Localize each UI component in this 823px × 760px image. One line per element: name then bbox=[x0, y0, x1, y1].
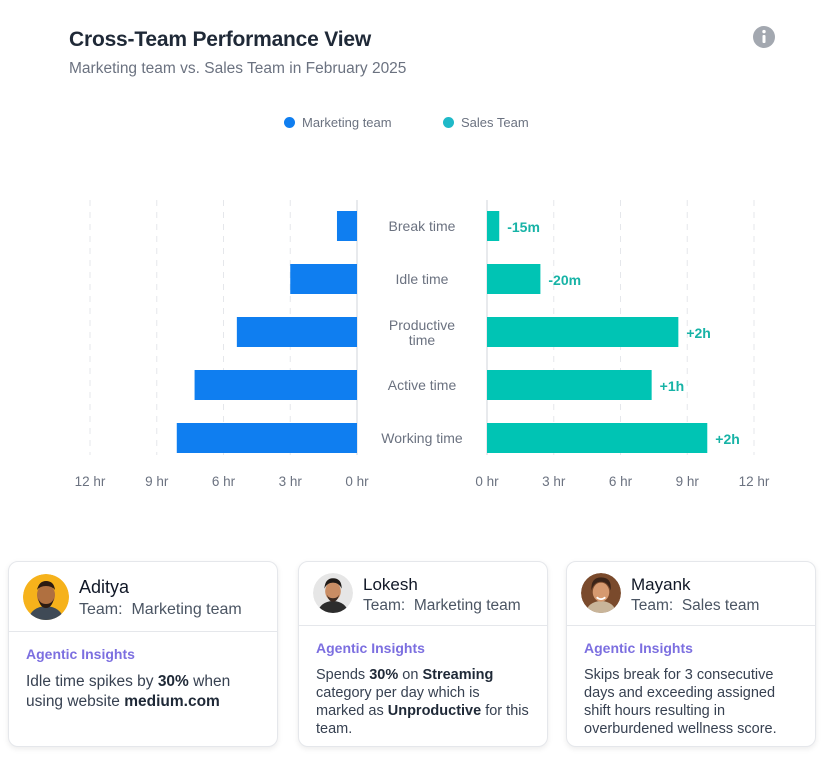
x-tick-label: 9 hr bbox=[676, 474, 700, 489]
card-body: Agentic Insights Spends 30% on Streaming… bbox=[299, 626, 547, 746]
category-label: Break time bbox=[389, 218, 456, 234]
bar-marketing bbox=[194, 370, 357, 400]
bar-marketing bbox=[290, 264, 357, 294]
card-team-label: Team: bbox=[363, 597, 406, 614]
insight-card-mayank[interactable]: Mayank Team: Sales team Agentic Insights… bbox=[566, 561, 816, 747]
x-tick-label: 12 hr bbox=[739, 474, 770, 489]
legend-dot-marketing bbox=[284, 117, 295, 128]
legend-label-sales: Sales Team bbox=[461, 115, 529, 130]
card-team-value: Marketing team bbox=[131, 601, 242, 618]
category-label: time bbox=[409, 332, 436, 348]
x-tick-label: 12 hr bbox=[75, 474, 106, 489]
card-body: Agentic Insights Idle time spikes by 30%… bbox=[9, 632, 277, 726]
insight-text: Skips break for 3 consecutive days and e… bbox=[584, 667, 777, 737]
x-tick-label: 9 hr bbox=[145, 474, 169, 489]
bar-sales bbox=[487, 317, 679, 347]
bar-sales bbox=[487, 370, 652, 400]
card-team: Team: Marketing team bbox=[363, 597, 521, 615]
card-team: Team: Marketing team bbox=[79, 601, 242, 619]
insight-title: Agentic Insights bbox=[584, 640, 693, 656]
x-tick-label: 6 hr bbox=[212, 474, 236, 489]
insight-text: Idle time spikes by 30% when using websi… bbox=[26, 673, 231, 710]
avatar bbox=[23, 574, 69, 620]
legend-dot-sales bbox=[443, 117, 454, 128]
card-team-label: Team: bbox=[79, 601, 123, 618]
page-subtitle: Marketing team vs. Sales Team in Februar… bbox=[69, 60, 407, 77]
page-title: Cross-Team Performance View bbox=[69, 28, 371, 51]
insight-card-lokesh[interactable]: Lokesh Team: Marketing team Agentic Insi… bbox=[298, 561, 548, 747]
bar-sales bbox=[487, 264, 541, 294]
category-label: Active time bbox=[388, 377, 457, 393]
card-team-label: Team: bbox=[631, 597, 674, 614]
diff-label: +1h bbox=[660, 378, 685, 394]
category-label: Productive bbox=[389, 317, 455, 333]
card-team-value: Sales team bbox=[681, 597, 760, 614]
card-header: Aditya Team: Marketing team bbox=[9, 562, 277, 632]
chart-header: Cross-Team Performance View Marketing te… bbox=[69, 28, 406, 78]
insight-title: Agentic Insights bbox=[316, 640, 425, 656]
card-name: Lokesh bbox=[363, 575, 418, 594]
x-tick-label: 0 hr bbox=[475, 474, 499, 489]
x-tick-label: 0 hr bbox=[345, 474, 369, 489]
legend-label-marketing: Marketing team bbox=[302, 115, 392, 130]
bar-marketing bbox=[176, 423, 357, 453]
x-tick-label: 3 hr bbox=[279, 474, 303, 489]
card-header: Mayank Team: Sales team bbox=[567, 562, 815, 626]
diverging-bar-chart: 12 hr 9 hr 6 hr 3 hr 0 hr 0 hr 3 hr 6 hr 9 hr 12 … bbox=[75, 200, 770, 489]
x-tick-label: 6 hr bbox=[609, 474, 633, 489]
avatar bbox=[313, 573, 353, 613]
info-icon[interactable] bbox=[752, 25, 776, 49]
category-label: Working time bbox=[381, 430, 463, 446]
legend-item-marketing: Marketing team bbox=[284, 115, 392, 130]
bar-sales bbox=[487, 211, 500, 241]
card-team-value: Marketing team bbox=[413, 597, 521, 614]
diff-label: +2h bbox=[715, 431, 740, 447]
bar-marketing bbox=[236, 317, 357, 347]
card-name: Aditya bbox=[79, 577, 130, 597]
insight-title: Agentic Insights bbox=[26, 646, 135, 662]
legend-item-sales: Sales Team bbox=[443, 115, 529, 130]
avatar bbox=[581, 573, 621, 613]
category-label: Idle time bbox=[396, 271, 449, 287]
diff-label: -15m bbox=[507, 219, 540, 235]
x-tick-label: 3 hr bbox=[542, 474, 566, 489]
insight-text: Spends 30% on Streaming category per day… bbox=[316, 667, 529, 737]
card-name: Mayank bbox=[631, 575, 691, 594]
card-team: Team: Sales team bbox=[631, 597, 759, 615]
diff-label: +2h bbox=[686, 325, 711, 341]
bar-marketing bbox=[336, 211, 357, 241]
insight-card-aditya[interactable]: Aditya Team: Marketing team Agentic Insi… bbox=[8, 561, 278, 747]
diff-label: -20m bbox=[548, 272, 581, 288]
card-header: Lokesh Team: Marketing team bbox=[299, 562, 547, 626]
card-body: Agentic Insights Skips break for 3 conse… bbox=[567, 626, 815, 746]
bar-sales bbox=[487, 423, 708, 453]
